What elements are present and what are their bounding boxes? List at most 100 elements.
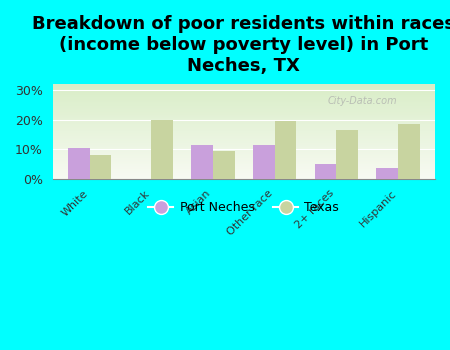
Bar	[53, 145, 435, 146]
Bar	[53, 94, 435, 95]
Bar	[53, 177, 435, 178]
Bar	[53, 119, 435, 120]
Bar	[53, 154, 435, 155]
Bar	[53, 170, 435, 171]
Bar	[53, 169, 435, 170]
Bar	[53, 137, 435, 138]
Bar	[53, 146, 435, 147]
Bar	[53, 140, 435, 141]
Bar	[53, 141, 435, 142]
Bar	[53, 132, 435, 133]
Bar	[53, 136, 435, 137]
Bar	[53, 93, 435, 94]
Bar	[53, 120, 435, 121]
Bar	[53, 107, 435, 108]
Bar	[53, 106, 435, 107]
Bar	[53, 114, 435, 116]
Bar	[53, 159, 435, 160]
Bar	[53, 156, 435, 157]
Bar	[53, 175, 435, 176]
Bar	[53, 133, 435, 134]
Bar	[53, 134, 435, 135]
Bar	[53, 164, 435, 165]
Bar	[53, 163, 435, 164]
Bar	[53, 160, 435, 161]
Bar	[213, 152, 234, 178]
Bar	[191, 145, 213, 178]
Bar	[151, 120, 173, 178]
Bar	[53, 152, 435, 153]
Bar	[53, 157, 435, 158]
Bar	[53, 174, 435, 175]
Bar	[274, 121, 296, 178]
Bar	[53, 166, 435, 167]
Bar	[53, 168, 435, 169]
Bar	[53, 151, 435, 152]
Bar	[53, 124, 435, 125]
Bar	[53, 144, 435, 145]
Bar	[315, 164, 336, 178]
Bar	[53, 121, 435, 122]
Bar	[53, 100, 435, 101]
Bar	[53, 125, 435, 126]
Bar	[53, 92, 435, 93]
Bar	[53, 111, 435, 112]
Bar	[53, 116, 435, 117]
Bar	[53, 117, 435, 118]
Bar	[253, 145, 274, 178]
Bar	[53, 88, 435, 89]
Bar	[53, 110, 435, 111]
Bar	[53, 108, 435, 109]
Bar	[53, 103, 435, 104]
Bar	[53, 90, 435, 91]
Title: Breakdown of poor residents within races
(income below poverty level) in Port
Ne: Breakdown of poor residents within races…	[32, 15, 450, 75]
Bar	[53, 126, 435, 127]
Bar	[53, 91, 435, 92]
Bar	[53, 148, 435, 149]
Bar	[53, 89, 435, 90]
Bar	[336, 130, 358, 178]
Bar	[53, 155, 435, 156]
Bar	[53, 153, 435, 154]
Bar	[90, 155, 111, 178]
Bar	[53, 171, 435, 172]
Bar	[53, 139, 435, 140]
Bar	[53, 99, 435, 100]
Bar	[53, 102, 435, 103]
Bar	[53, 143, 435, 144]
Bar	[53, 96, 435, 97]
Bar	[53, 158, 435, 159]
Bar	[53, 87, 435, 88]
Bar	[53, 86, 435, 87]
Bar	[53, 173, 435, 174]
Bar	[53, 172, 435, 173]
Bar	[53, 128, 435, 129]
Bar	[398, 124, 419, 178]
Bar	[53, 105, 435, 106]
Bar	[53, 84, 435, 85]
Bar	[53, 131, 435, 132]
Bar	[53, 162, 435, 163]
Bar	[53, 85, 435, 86]
Bar	[53, 109, 435, 110]
Bar	[53, 118, 435, 119]
Bar	[53, 122, 435, 123]
Bar	[68, 148, 90, 178]
Bar	[53, 104, 435, 105]
Bar	[53, 161, 435, 162]
Bar	[53, 176, 435, 177]
Bar	[53, 149, 435, 150]
Bar	[53, 167, 435, 168]
Bar	[53, 95, 435, 96]
Bar	[53, 97, 435, 98]
Bar	[53, 150, 435, 151]
Bar	[53, 113, 435, 114]
Bar	[376, 168, 398, 178]
Text: City-Data.com: City-Data.com	[328, 96, 397, 106]
Bar	[53, 129, 435, 130]
Bar	[53, 112, 435, 113]
Bar	[53, 130, 435, 131]
Bar	[53, 138, 435, 139]
Bar	[53, 123, 435, 124]
Bar	[53, 142, 435, 143]
